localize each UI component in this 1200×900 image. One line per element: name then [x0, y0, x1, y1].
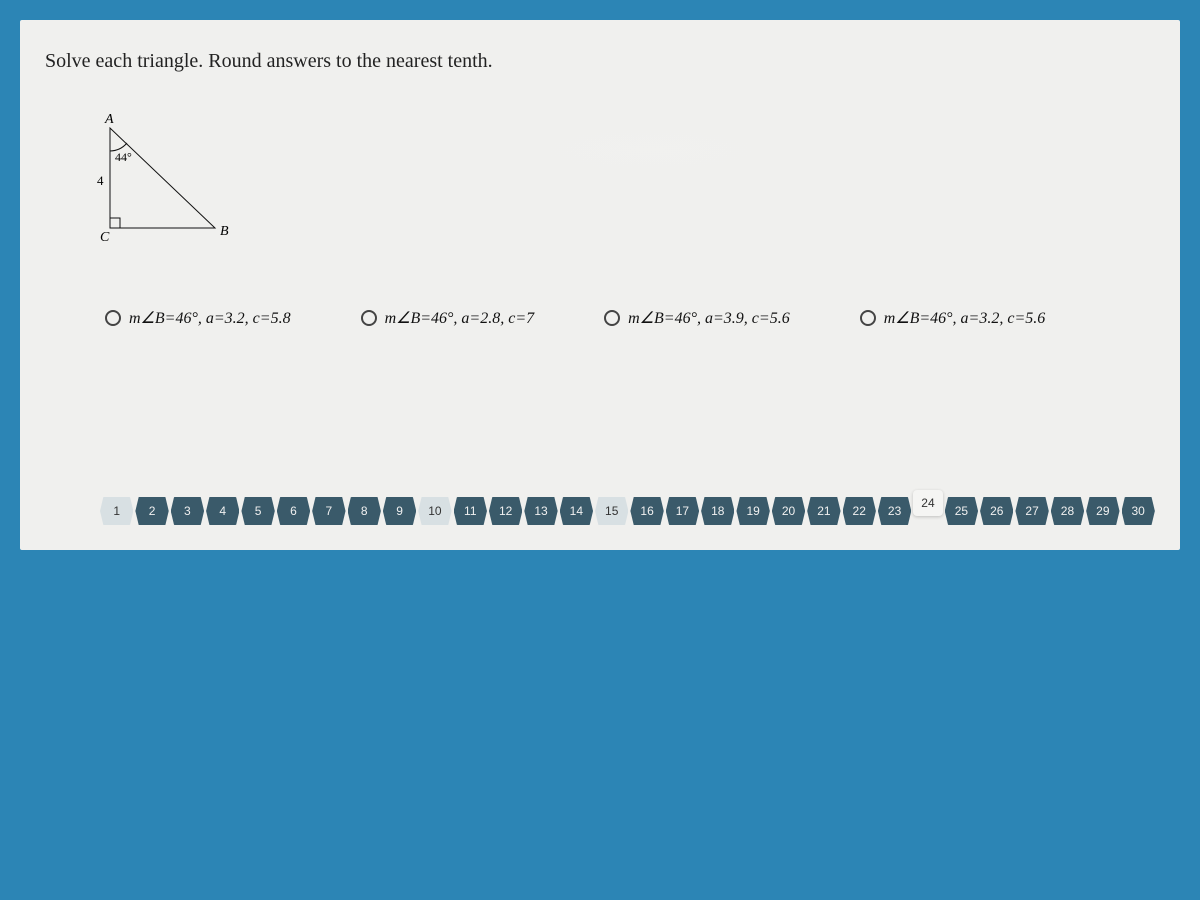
radio-icon	[361, 310, 377, 326]
vertex-C-label: C	[100, 230, 110, 245]
triangle-diagram: A B C 44° 4	[85, 113, 1155, 258]
nav-question-12[interactable]: 12	[489, 497, 522, 525]
vertex-A-label: A	[104, 113, 114, 127]
option-2-text: m∠B=46°, a=2.8, c=7	[385, 308, 535, 328]
nav-question-7[interactable]: 7	[312, 497, 345, 525]
option-1[interactable]: m∠B=46°, a=3.2, c=5.8	[105, 308, 291, 328]
radio-icon	[105, 310, 121, 326]
nav-question-13[interactable]: 13	[524, 497, 557, 525]
option-2[interactable]: m∠B=46°, a=2.8, c=7	[361, 308, 535, 328]
option-4[interactable]: m∠B=46°, a=3.2, c=5.6	[860, 308, 1046, 328]
nav-question-16[interactable]: 16	[630, 497, 663, 525]
nav-question-3[interactable]: 3	[171, 497, 204, 525]
question-panel: Solve each triangle. Round answers to th…	[20, 20, 1180, 550]
nav-question-1[interactable]: 1	[100, 497, 133, 525]
radio-icon	[604, 310, 620, 326]
side-b-label: 4	[97, 173, 104, 188]
nav-question-6[interactable]: 6	[277, 497, 310, 525]
nav-question-17[interactable]: 17	[666, 497, 699, 525]
nav-question-23[interactable]: 23	[878, 497, 911, 525]
nav-question-19[interactable]: 19	[736, 497, 769, 525]
nav-question-22[interactable]: 22	[843, 497, 876, 525]
option-3[interactable]: m∠B=46°, a=3.9, c=5.6	[604, 308, 790, 328]
nav-question-2[interactable]: 2	[135, 497, 168, 525]
nav-question-5[interactable]: 5	[241, 497, 274, 525]
nav-question-4[interactable]: 4	[206, 497, 239, 525]
nav-question-9[interactable]: 9	[383, 497, 416, 525]
nav-question-8[interactable]: 8	[348, 497, 381, 525]
nav-question-11[interactable]: 11	[454, 497, 487, 525]
nav-question-20[interactable]: 20	[772, 497, 805, 525]
nav-question-15[interactable]: 15	[595, 497, 628, 525]
option-3-text: m∠B=46°, a=3.9, c=5.6	[628, 308, 790, 328]
option-1-text: m∠B=46°, a=3.2, c=5.8	[129, 308, 291, 328]
nav-question-21[interactable]: 21	[807, 497, 840, 525]
question-navigator: 1234567891011121314151617181920212223242…	[100, 497, 1155, 535]
nav-question-25[interactable]: 25	[945, 497, 978, 525]
nav-question-28[interactable]: 28	[1051, 497, 1084, 525]
option-4-text: m∠B=46°, a=3.2, c=5.6	[884, 308, 1046, 328]
nav-question-18[interactable]: 18	[701, 497, 734, 525]
nav-question-27[interactable]: 27	[1015, 497, 1048, 525]
nav-question-10[interactable]: 10	[418, 497, 451, 525]
question-prompt: Solve each triangle. Round answers to th…	[45, 50, 1155, 73]
radio-icon	[860, 310, 876, 326]
nav-question-26[interactable]: 26	[980, 497, 1013, 525]
nav-question-29[interactable]: 29	[1086, 497, 1119, 525]
nav-question-14[interactable]: 14	[560, 497, 593, 525]
vertex-B-label: B	[220, 224, 229, 239]
nav-question-30[interactable]: 30	[1122, 497, 1155, 525]
nav-question-24[interactable]: 24	[913, 490, 942, 516]
answer-options: m∠B=46°, a=3.2, c=5.8 m∠B=46°, a=2.8, c=…	[105, 308, 1155, 328]
angle-A-label: 44°	[115, 150, 132, 164]
